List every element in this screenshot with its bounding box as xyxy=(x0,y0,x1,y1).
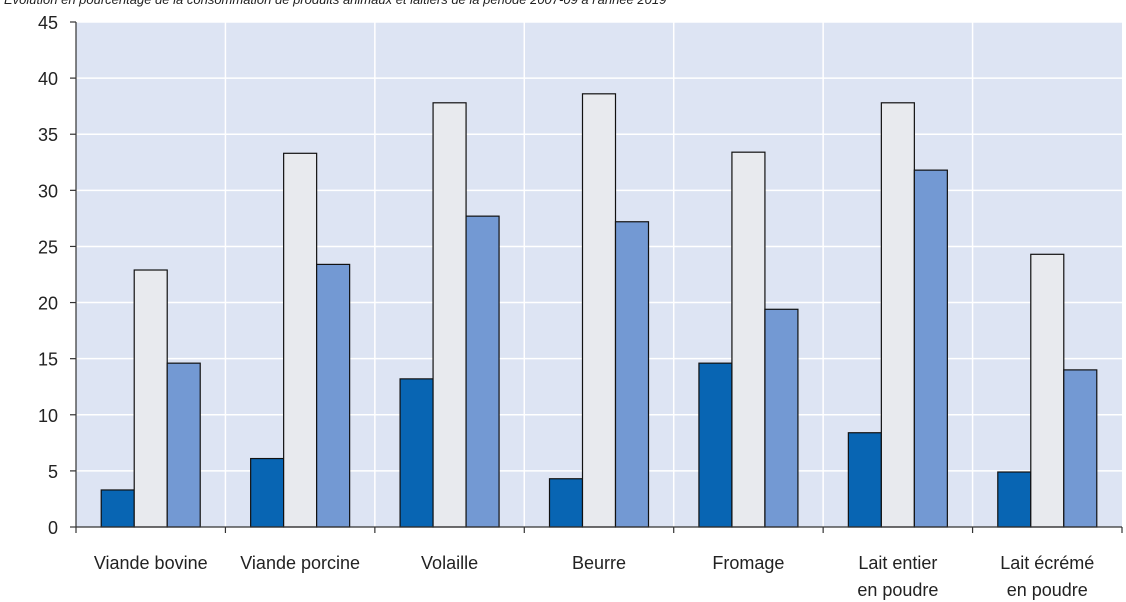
x-category-label: Volaille xyxy=(421,553,478,573)
bar xyxy=(432,102,467,528)
bar xyxy=(250,457,285,528)
bar xyxy=(1030,253,1065,528)
bar xyxy=(614,221,650,528)
y-tick-label: 30 xyxy=(38,181,58,201)
bar xyxy=(764,308,799,528)
bar xyxy=(100,489,135,528)
bar xyxy=(166,362,201,528)
bar xyxy=(997,471,1032,528)
bar xyxy=(731,151,766,528)
x-category-label: Lait entier xyxy=(858,553,937,573)
bar xyxy=(399,378,434,528)
bar xyxy=(316,263,351,528)
x-category-label: en poudre xyxy=(857,580,938,600)
y-tick-label: 25 xyxy=(38,237,58,257)
y-tick-label: 15 xyxy=(38,350,58,370)
bar xyxy=(283,152,318,528)
y-tick-label: 40 xyxy=(38,69,58,89)
y-tick-label: 10 xyxy=(38,406,58,426)
y-tick-label: 20 xyxy=(38,294,58,314)
x-category-label: en poudre xyxy=(1007,580,1088,600)
x-category-label: Beurre xyxy=(572,553,626,573)
bar xyxy=(465,215,500,528)
chart-title: Évolution en pourcentage de la consommat… xyxy=(4,0,1114,8)
bar xyxy=(1063,369,1098,528)
bar xyxy=(581,93,617,528)
bar xyxy=(880,102,915,528)
bar xyxy=(847,432,882,528)
bar xyxy=(913,169,948,528)
y-tick-label: 5 xyxy=(48,462,58,482)
x-category-label: Fromage xyxy=(712,553,784,573)
bar xyxy=(133,269,168,528)
bar xyxy=(548,478,584,528)
x-category-label: Lait écrémé xyxy=(1000,553,1094,573)
bar xyxy=(698,362,733,528)
x-category-label: Viande porcine xyxy=(240,553,360,573)
y-tick-label: 45 xyxy=(38,13,58,33)
x-category-label: Viande bovine xyxy=(94,553,208,573)
y-tick-label: 35 xyxy=(38,125,58,145)
y-tick-label: 0 xyxy=(48,518,58,538)
